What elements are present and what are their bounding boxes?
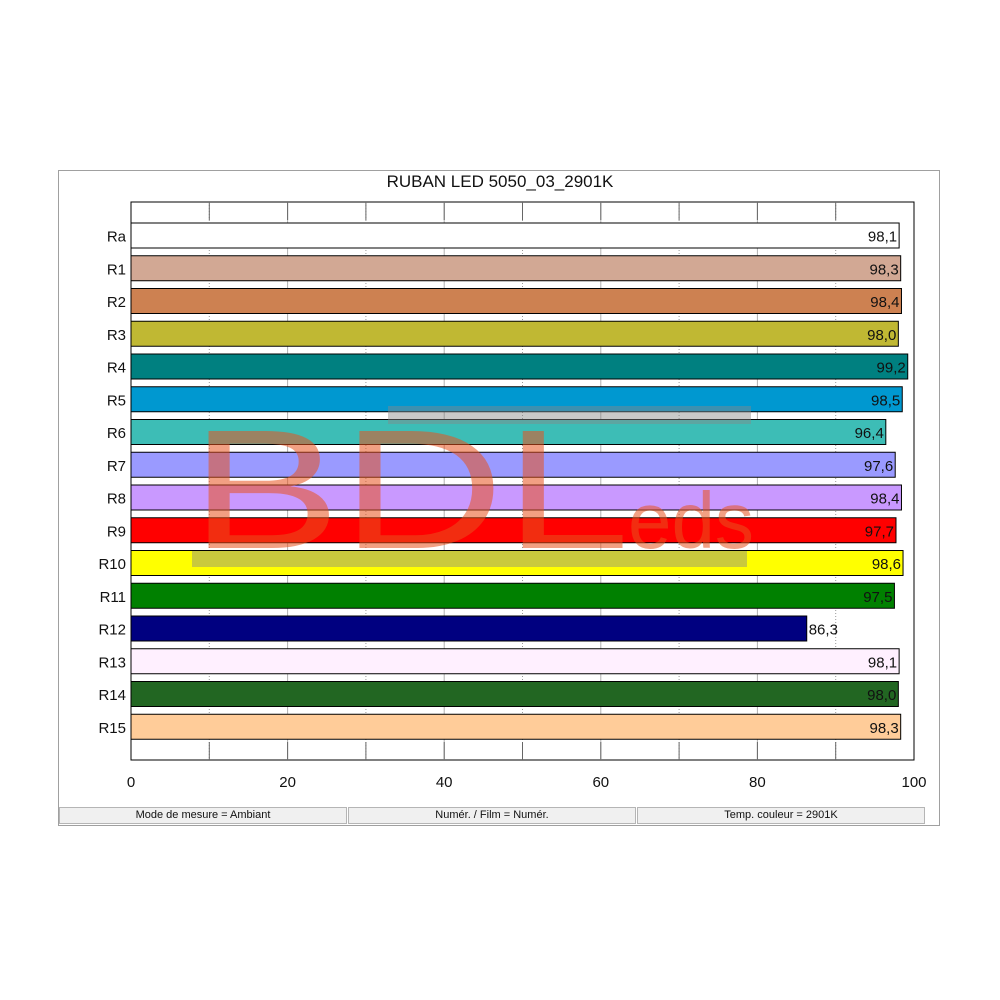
- status-film: Numér. / Film = Numér.: [348, 807, 636, 824]
- value-label: 98,6: [872, 556, 901, 573]
- bar-r2: [130, 288, 902, 314]
- bar-r6: [130, 419, 887, 445]
- bar-r3: [130, 320, 899, 347]
- value-label: 96,4: [855, 425, 884, 442]
- category-label: R12: [98, 622, 126, 639]
- bar-ra: [130, 222, 900, 249]
- bar-r1: [130, 255, 902, 282]
- watermark-main-text: BDL: [190, 395, 630, 585]
- bar-r13: [130, 648, 900, 675]
- value-label: 97,5: [863, 589, 892, 606]
- category-label: R1: [107, 261, 126, 278]
- category-label: R11: [100, 589, 126, 606]
- category-label: R2: [107, 294, 126, 311]
- value-label: 97,7: [865, 523, 894, 540]
- bar-r9: [130, 517, 897, 544]
- watermark-suffix-text: eds: [628, 476, 754, 565]
- value-label: 98,4: [870, 294, 899, 311]
- value-label: 86,3: [809, 622, 838, 639]
- x-tick-label: 0: [127, 774, 135, 791]
- x-tick-label: 60: [592, 774, 609, 791]
- value-label: 98,5: [871, 392, 900, 409]
- bar-r15: [130, 713, 902, 740]
- category-label: R6: [107, 425, 126, 442]
- bar-r7: [130, 451, 896, 478]
- value-label: 98,3: [869, 261, 898, 278]
- bar-r4: [130, 353, 909, 380]
- bar-r10: [130, 550, 904, 576]
- category-label: R5: [107, 392, 126, 409]
- category-label: R8: [107, 491, 126, 508]
- status-bar: Mode de mesure = Ambiant Numér. / Film =…: [59, 805, 939, 825]
- bar-r12: [130, 615, 808, 642]
- watermark-bar-bottom: [192, 551, 747, 567]
- bar-r8: [130, 484, 902, 511]
- category-label: R9: [107, 523, 126, 540]
- category-label: R15: [98, 720, 126, 737]
- bar-r14: [130, 681, 899, 707]
- labels: Ra 98,1 R1 98,3 R2 98,4 R3 98,0 R4 99,2 R5 98,5 R6 96…: [98, 229, 905, 737]
- x-tick-label: 20: [279, 774, 296, 791]
- value-label: 98,4: [870, 491, 899, 508]
- value-label: 97,6: [864, 458, 893, 475]
- bar-r5: [130, 386, 903, 413]
- category-label: R3: [107, 327, 126, 344]
- value-label: 98,0: [867, 327, 896, 344]
- x-ticks: 0 20 40 60 80 100: [127, 774, 927, 791]
- category-label: R10: [98, 556, 126, 573]
- category-label: R4: [107, 360, 126, 377]
- category-label: R14: [98, 687, 126, 704]
- watermark-bar-top: [388, 406, 751, 424]
- value-label: 98,1: [868, 654, 897, 671]
- x-tick-label: 80: [749, 774, 766, 791]
- value-label: 98,3: [869, 720, 898, 737]
- status-mode: Mode de mesure = Ambiant: [59, 807, 347, 824]
- value-label: 99,2: [877, 360, 906, 377]
- bars: [130, 222, 909, 740]
- x-tick-label: 100: [901, 774, 926, 791]
- category-label: R7: [107, 458, 126, 475]
- x-tick-label: 40: [436, 774, 453, 791]
- value-label: 98,1: [868, 229, 897, 246]
- chart-title: RUBAN LED 5050_03_2901K: [386, 172, 614, 191]
- category-label: R13: [98, 654, 126, 671]
- status-temp: Temp. couleur = 2901K: [637, 807, 925, 824]
- bar-r11: [130, 582, 895, 609]
- value-label: 98,0: [867, 687, 896, 704]
- category-label: Ra: [107, 229, 127, 246]
